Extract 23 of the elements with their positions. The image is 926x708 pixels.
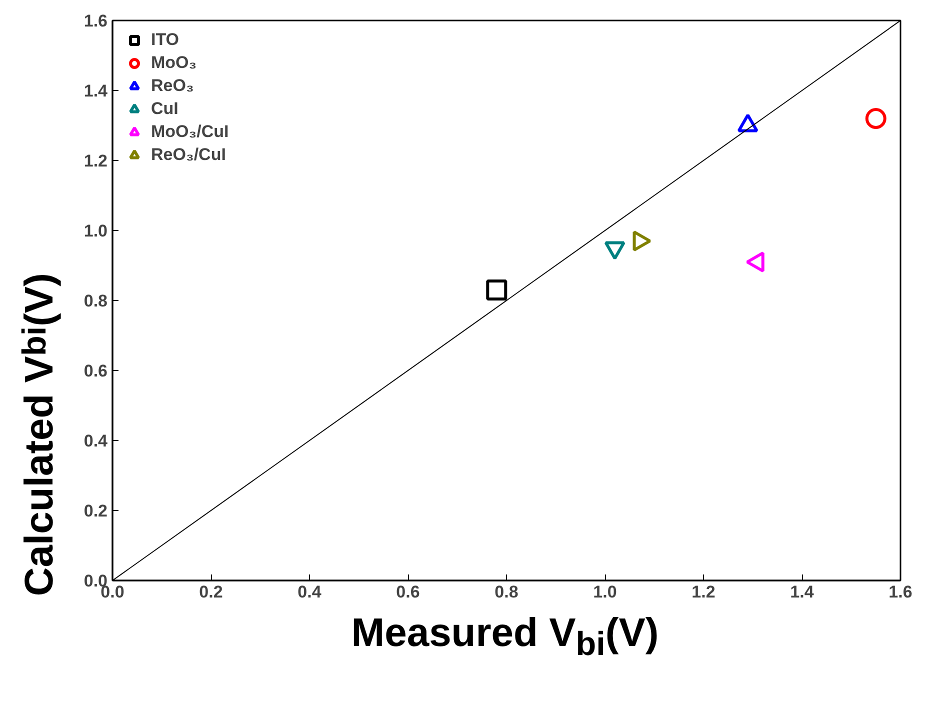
x-tick-label: 0.4	[298, 582, 322, 602]
x-axis-title: Measured V$_{bi}$(V)	[350, 610, 660, 665]
legend-label: ReO₃/CuI	[151, 145, 226, 165]
y-tick-label: 0.4	[84, 432, 108, 450]
y-tick-label: 1.0	[84, 222, 108, 240]
legend-label: ReO₃	[151, 76, 194, 96]
x-tick-label: 1.6	[888, 582, 912, 602]
x-tick-label: 1.2	[692, 582, 716, 602]
x-tick-label: 0.6	[396, 582, 420, 602]
x-tick-label: 0.8	[494, 582, 518, 602]
y-tick-label: 1.4	[84, 82, 108, 100]
legend-label: CuI	[151, 99, 178, 119]
legend-label: MoO₃/CuI	[151, 122, 229, 142]
y-tick-label: 1.6	[84, 12, 108, 30]
x-tick-label: 1.0	[593, 582, 617, 602]
y-tick-label: 0.6	[84, 362, 108, 380]
x-tick-label: 0.2	[199, 582, 223, 602]
x-tick-label: 1.4	[790, 582, 814, 602]
y-tick-label: 0.8	[84, 292, 108, 310]
y-tick-label: 0.2	[84, 502, 108, 520]
y-tick-label: 1.2	[84, 152, 108, 170]
legend-label: MoO₃	[151, 53, 197, 73]
legend-label: ITO	[151, 30, 180, 50]
